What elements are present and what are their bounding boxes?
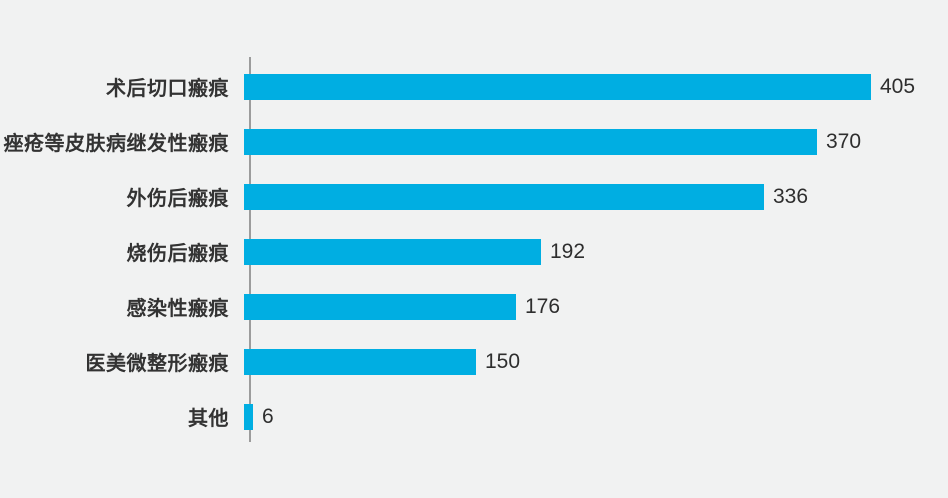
bar-row: 痤疮等皮肤病继发性瘢痕 370: [0, 114, 948, 169]
bar: [244, 293, 516, 320]
bar: [244, 238, 541, 265]
value-label: 192: [550, 239, 586, 263]
bar: [244, 183, 764, 210]
value-label: 150: [485, 349, 521, 373]
bar-row: 外伤后瘢痕 336: [0, 169, 948, 224]
bar-row: 术后切口瘢痕 405: [0, 59, 948, 114]
value-label: 405: [880, 74, 916, 98]
bar-track: 405: [240, 73, 948, 100]
bar: [244, 128, 817, 155]
bar-track: 6: [240, 403, 948, 430]
bar: [244, 73, 871, 100]
category-label: 痤疮等皮肤病继发性瘢痕: [3, 133, 229, 155]
bar-track: 336: [240, 183, 948, 210]
value-label: 176: [525, 294, 561, 318]
category-label: 烧伤后瘢痕: [126, 243, 229, 265]
bar-row: 感染性瘢痕 176: [0, 279, 948, 334]
bar-track: 176: [240, 293, 948, 320]
category-label: 术后切口瘢痕: [106, 78, 229, 100]
value-label: 370: [826, 129, 862, 153]
chart-rows: 术后切口瘢痕 405 痤疮等皮肤病继发性瘢痕 370 外伤后瘢痕 336 烧伤后瘢痕 192 感…: [0, 59, 948, 444]
value-label: 6: [262, 404, 274, 428]
bar-track: 370: [240, 128, 948, 155]
bar: [244, 348, 476, 375]
bar-row: 其他 6: [0, 389, 948, 444]
bar-row: 医美微整形瘢痕 150: [0, 334, 948, 389]
category-label: 外伤后瘢痕: [126, 188, 229, 210]
bar-track: 150: [240, 348, 948, 375]
bar-track: 192: [240, 238, 948, 265]
category-label: 感染性瘢痕: [126, 298, 229, 320]
bar: [244, 403, 253, 430]
category-label: 其他: [188, 408, 229, 430]
value-label: 336: [773, 184, 809, 208]
category-label: 医美微整形瘢痕: [85, 353, 229, 375]
bar-row: 烧伤后瘢痕 192: [0, 224, 948, 279]
